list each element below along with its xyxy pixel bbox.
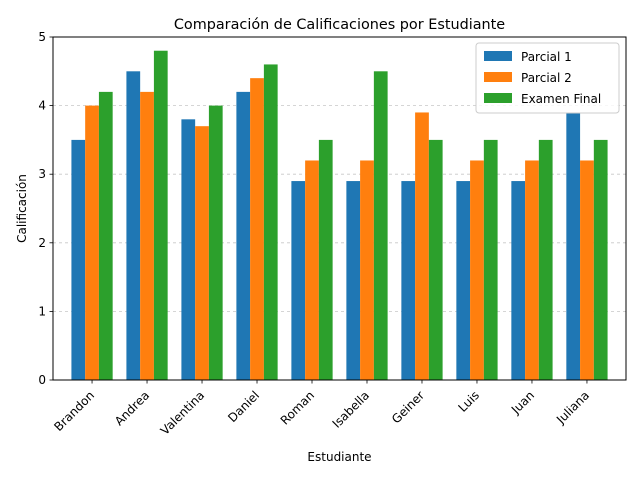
bars <box>71 50 608 381</box>
bar-examen-final-juliana <box>593 139 608 380</box>
bar-parcial-1-luis <box>456 181 471 380</box>
x-axis-title: Estudiante <box>307 450 371 464</box>
bar-examen-final-roman <box>318 139 333 380</box>
bar-examen-final-isabella <box>373 71 388 381</box>
bar-examen-final-geiner <box>428 139 443 380</box>
bar-parcial-2-juliana <box>580 160 594 380</box>
y-axis-title: Calificación <box>15 174 29 243</box>
bar-parcial-2-juan <box>525 160 539 380</box>
bar-parcial-1-juliana <box>566 112 581 381</box>
y-tick-label: 2 <box>38 236 46 250</box>
y-tick-label: 4 <box>38 99 46 113</box>
legend-label: Parcial 1 <box>521 50 572 64</box>
legend-swatch <box>484 72 512 82</box>
chart-title: Comparación de Calificaciones por Estudi… <box>174 17 505 33</box>
bar-parcial-2-brandon <box>85 105 99 380</box>
plot-frame <box>52 36 627 381</box>
bar-examen-final-valentina <box>208 105 223 380</box>
y-tick-label: 0 <box>38 373 46 387</box>
bar-examen-final-andrea <box>153 50 168 380</box>
bar-parcial-1-valentina <box>181 119 196 380</box>
bar-parcial-1-brandon <box>71 139 86 380</box>
legend-swatch <box>484 93 512 103</box>
bar-parcial-2-luis <box>470 160 484 380</box>
bar-examen-final-luis <box>483 139 498 380</box>
bar-parcial-2-geiner <box>415 112 429 381</box>
bar-parcial-2-isabella <box>360 160 374 380</box>
bar-parcial-1-geiner <box>401 181 416 380</box>
bar-parcial-1-roman <box>291 181 306 380</box>
bar-parcial-2-valentina <box>195 126 209 381</box>
y-tick-label: 3 <box>38 167 46 181</box>
bar-parcial-2-andrea <box>140 91 154 380</box>
bar-examen-final-daniel <box>263 64 278 380</box>
y-tick-label: 1 <box>38 304 46 318</box>
legend-swatch <box>484 51 512 61</box>
legend-label: Examen Final <box>521 92 601 106</box>
bar-parcial-1-daniel <box>236 91 251 380</box>
bar-parcial-2-daniel <box>250 78 264 380</box>
bar-examen-final-brandon <box>98 91 113 380</box>
bar-parcial-1-isabella <box>346 181 361 380</box>
legend-label: Parcial 2 <box>521 71 572 85</box>
bar-examen-final-juan <box>538 139 553 380</box>
bar-parcial-2-roman <box>305 160 319 380</box>
legend: Parcial 1 Parcial 2 Examen Final <box>475 42 620 114</box>
bar-parcial-1-juan <box>511 181 526 380</box>
bar-parcial-1-andrea <box>126 71 141 381</box>
y-tick-label: 5 <box>38 30 46 44</box>
